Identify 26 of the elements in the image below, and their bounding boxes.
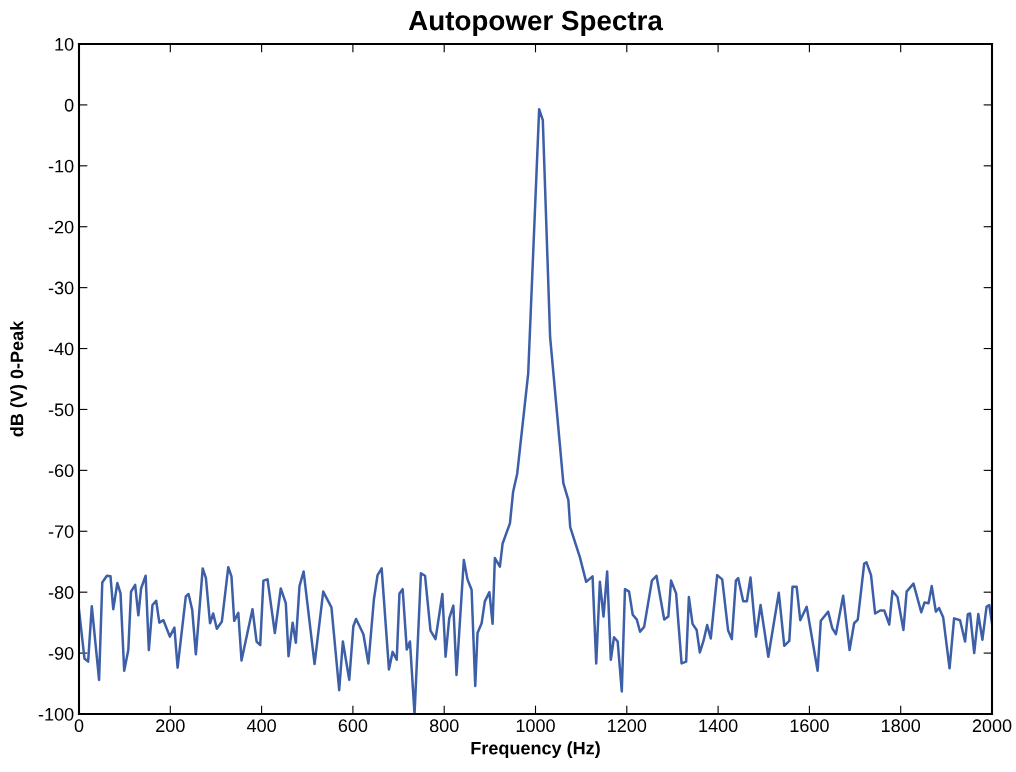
y-tick-label: -80 xyxy=(48,586,74,599)
y-tick-label: -30 xyxy=(48,281,74,295)
y-tick-label: -70 xyxy=(48,525,74,538)
y-tick-label: -40 xyxy=(48,342,74,356)
x-tick-label: 400 xyxy=(246,719,276,733)
x-tick-label: 800 xyxy=(429,719,459,733)
y-tick-label: -20 xyxy=(48,220,74,234)
x-tick-label: 200 xyxy=(156,719,185,733)
x-tick-label: 1200 xyxy=(608,719,647,733)
y-tick-label: -100 xyxy=(38,707,74,721)
y-tick-label: 10 xyxy=(55,37,74,51)
y-tick-label: -90 xyxy=(48,647,74,660)
x-axis-title: Frequency (Hz) xyxy=(471,741,600,759)
x-tick-label: 1800 xyxy=(882,719,921,733)
x-tick-label: 2000 xyxy=(972,719,1012,733)
y-tick-label: -60 xyxy=(48,464,74,478)
x-tick-label: 0 xyxy=(74,719,84,733)
y-tick-label: -10 xyxy=(48,159,74,173)
y-tick-label: 0 xyxy=(64,98,74,112)
chart-title: Autopower Spectra xyxy=(408,10,664,36)
x-tick-label: 1600 xyxy=(790,719,829,733)
x-tick-label: 600 xyxy=(338,719,368,733)
y-axis-title: dB (V) 0-Peak xyxy=(10,320,27,437)
y-tick-label: -50 xyxy=(48,403,74,417)
x-tick-label: 1000 xyxy=(516,719,555,733)
x-tick-label: 1400 xyxy=(699,719,738,733)
